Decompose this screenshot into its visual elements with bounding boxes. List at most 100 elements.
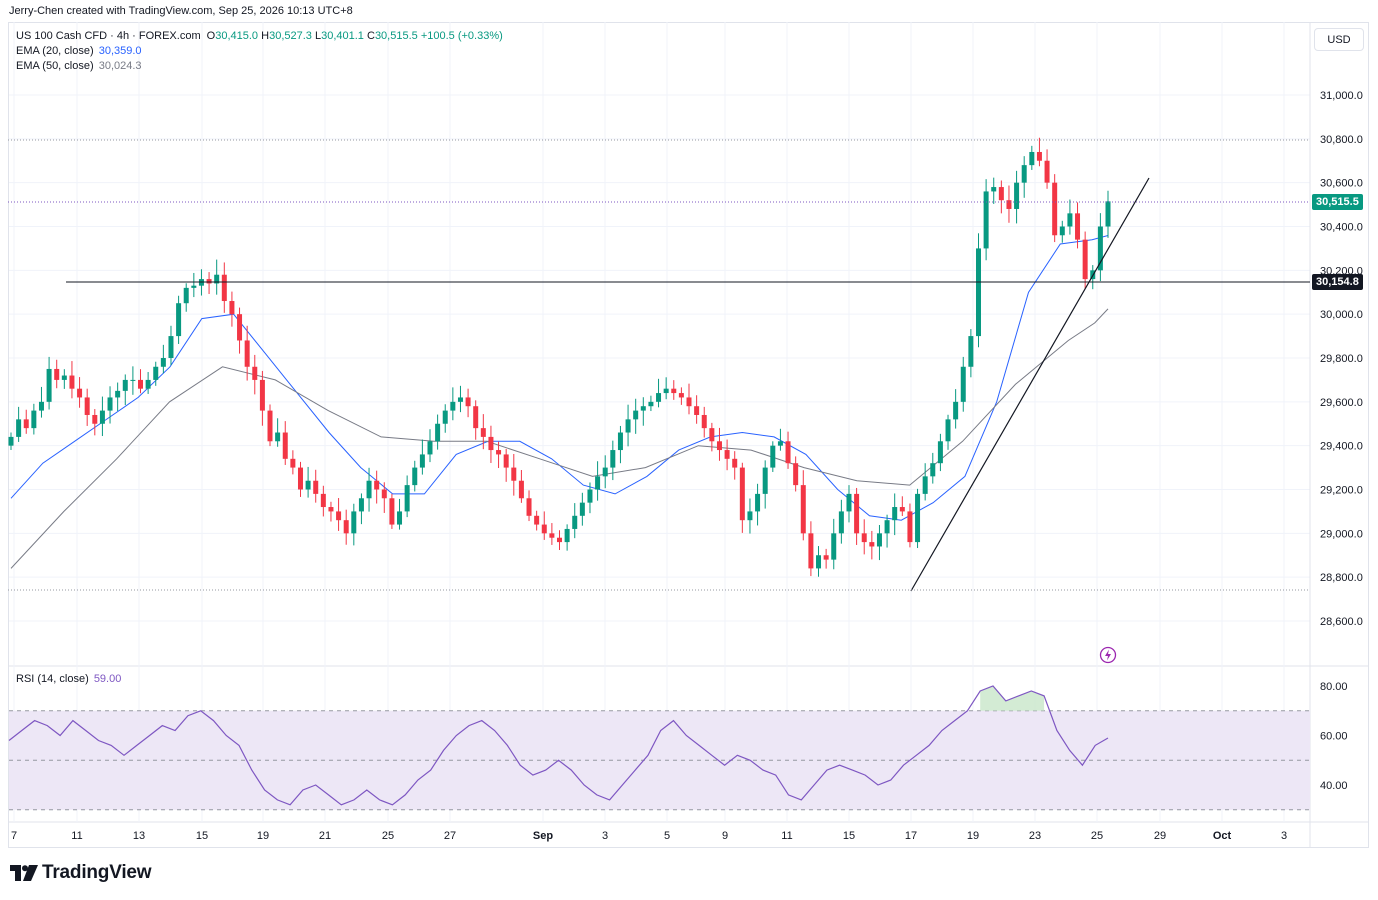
candle bbox=[320, 485, 326, 517]
candle bbox=[290, 450, 296, 475]
price-axis-label: 29,000.0 bbox=[1320, 528, 1363, 540]
candle-body bbox=[785, 441, 791, 464]
candle bbox=[930, 452, 936, 484]
candle-body bbox=[617, 432, 623, 451]
legend-main[interactable]: US 100 Cash CFD · 4h · FOREX.com O30,415… bbox=[16, 30, 503, 42]
candle bbox=[854, 487, 860, 545]
legend-open-label: O bbox=[206, 30, 216, 42]
candle-body bbox=[686, 397, 692, 407]
time-axis-label: 27 bbox=[444, 830, 456, 842]
candle bbox=[610, 440, 616, 481]
legend-ema20[interactable]: EMA (20, close) 30,359.0 bbox=[16, 45, 142, 57]
trend-line bbox=[910, 177, 1150, 592]
candle-layer bbox=[8, 137, 1111, 577]
candle bbox=[785, 431, 791, 469]
legend-close-value: 30,515.5 bbox=[374, 30, 418, 42]
candle-body bbox=[777, 441, 783, 446]
time-axis-label: 11 bbox=[71, 830, 82, 842]
candle-body bbox=[724, 450, 730, 459]
candle bbox=[488, 425, 494, 463]
candle bbox=[282, 421, 288, 465]
candle-body bbox=[358, 498, 364, 512]
candle-body bbox=[823, 555, 829, 560]
candle-body bbox=[183, 287, 189, 304]
candle-body bbox=[800, 485, 806, 534]
candle-body bbox=[366, 480, 372, 499]
candle bbox=[305, 466, 311, 498]
candle-body bbox=[488, 436, 494, 451]
candle bbox=[1075, 202, 1081, 249]
candle bbox=[633, 398, 639, 434]
candle bbox=[541, 511, 547, 540]
candle-body bbox=[892, 507, 898, 521]
candle bbox=[465, 388, 471, 418]
candle bbox=[145, 372, 151, 394]
candle bbox=[777, 428, 783, 451]
legend-close-label: C bbox=[366, 30, 375, 42]
lightning-icon[interactable] bbox=[1099, 646, 1117, 664]
candle-body bbox=[526, 498, 532, 516]
candle bbox=[617, 425, 623, 464]
candle bbox=[1067, 199, 1073, 235]
candle bbox=[656, 378, 662, 408]
time-axis-label: Oct bbox=[1213, 830, 1232, 842]
time-axis-label: 29 bbox=[1154, 830, 1166, 842]
drawing-layer bbox=[8, 139, 1310, 592]
candle bbox=[1036, 137, 1042, 167]
candle-body bbox=[1075, 213, 1081, 240]
candle bbox=[983, 179, 989, 261]
ema50-line bbox=[10, 308, 1109, 569]
candle bbox=[237, 307, 243, 354]
candle bbox=[267, 404, 273, 447]
time-axis-label: 15 bbox=[196, 830, 208, 842]
legend-symbol[interactable]: US 100 Cash CFD · 4h · FOREX.com bbox=[16, 30, 201, 42]
candle bbox=[701, 406, 707, 438]
candle-body bbox=[282, 432, 288, 459]
legend-rsi[interactable]: RSI (14, close) 59.00 bbox=[16, 673, 121, 685]
candle-body bbox=[640, 406, 646, 411]
candle-body bbox=[678, 393, 684, 398]
candle-body bbox=[511, 467, 517, 481]
candle-body bbox=[221, 274, 227, 302]
candle bbox=[450, 387, 456, 421]
legend-ema50[interactable]: EMA (50, close) 30,024.3 bbox=[16, 60, 142, 72]
candle-body bbox=[259, 379, 265, 411]
price-axis-label: 29,400.0 bbox=[1320, 441, 1363, 453]
rsi-line bbox=[8, 685, 1109, 806]
candle-body bbox=[854, 493, 860, 534]
candle bbox=[907, 503, 913, 548]
candle-body bbox=[869, 542, 875, 547]
candle bbox=[221, 262, 227, 313]
candle-body bbox=[991, 187, 997, 192]
candle bbox=[115, 382, 121, 412]
chart-frame[interactable] bbox=[8, 22, 1369, 848]
time-axis-label: 19 bbox=[967, 830, 979, 842]
candle-body bbox=[694, 406, 700, 415]
candle-body bbox=[442, 410, 448, 424]
candle-body bbox=[518, 480, 524, 499]
candle-body bbox=[176, 303, 182, 337]
candle-body bbox=[328, 507, 334, 512]
time-axis-label: 23 bbox=[1029, 830, 1041, 842]
legend-high-value: 30,527.3 bbox=[269, 30, 312, 42]
candle bbox=[557, 530, 562, 550]
candle-body bbox=[465, 397, 471, 407]
candle bbox=[46, 356, 52, 410]
brand-logo[interactable]: TradingView bbox=[10, 862, 152, 884]
candle-body bbox=[275, 432, 281, 442]
candle bbox=[1044, 149, 1050, 189]
candle bbox=[1014, 170, 1020, 224]
candle bbox=[1097, 213, 1103, 282]
candle bbox=[427, 429, 433, 463]
candle-body bbox=[313, 480, 319, 494]
legend-change: +100.5 (+0.33%) bbox=[420, 30, 503, 42]
candle bbox=[937, 433, 943, 472]
currency-button[interactable]: USD bbox=[1314, 28, 1364, 51]
legend-ema50-value: 30,024.3 bbox=[98, 60, 142, 72]
candle bbox=[503, 448, 509, 482]
candle-body bbox=[435, 423, 441, 442]
candle bbox=[328, 501, 334, 522]
candle-body bbox=[16, 419, 22, 437]
candle-body bbox=[762, 467, 768, 494]
